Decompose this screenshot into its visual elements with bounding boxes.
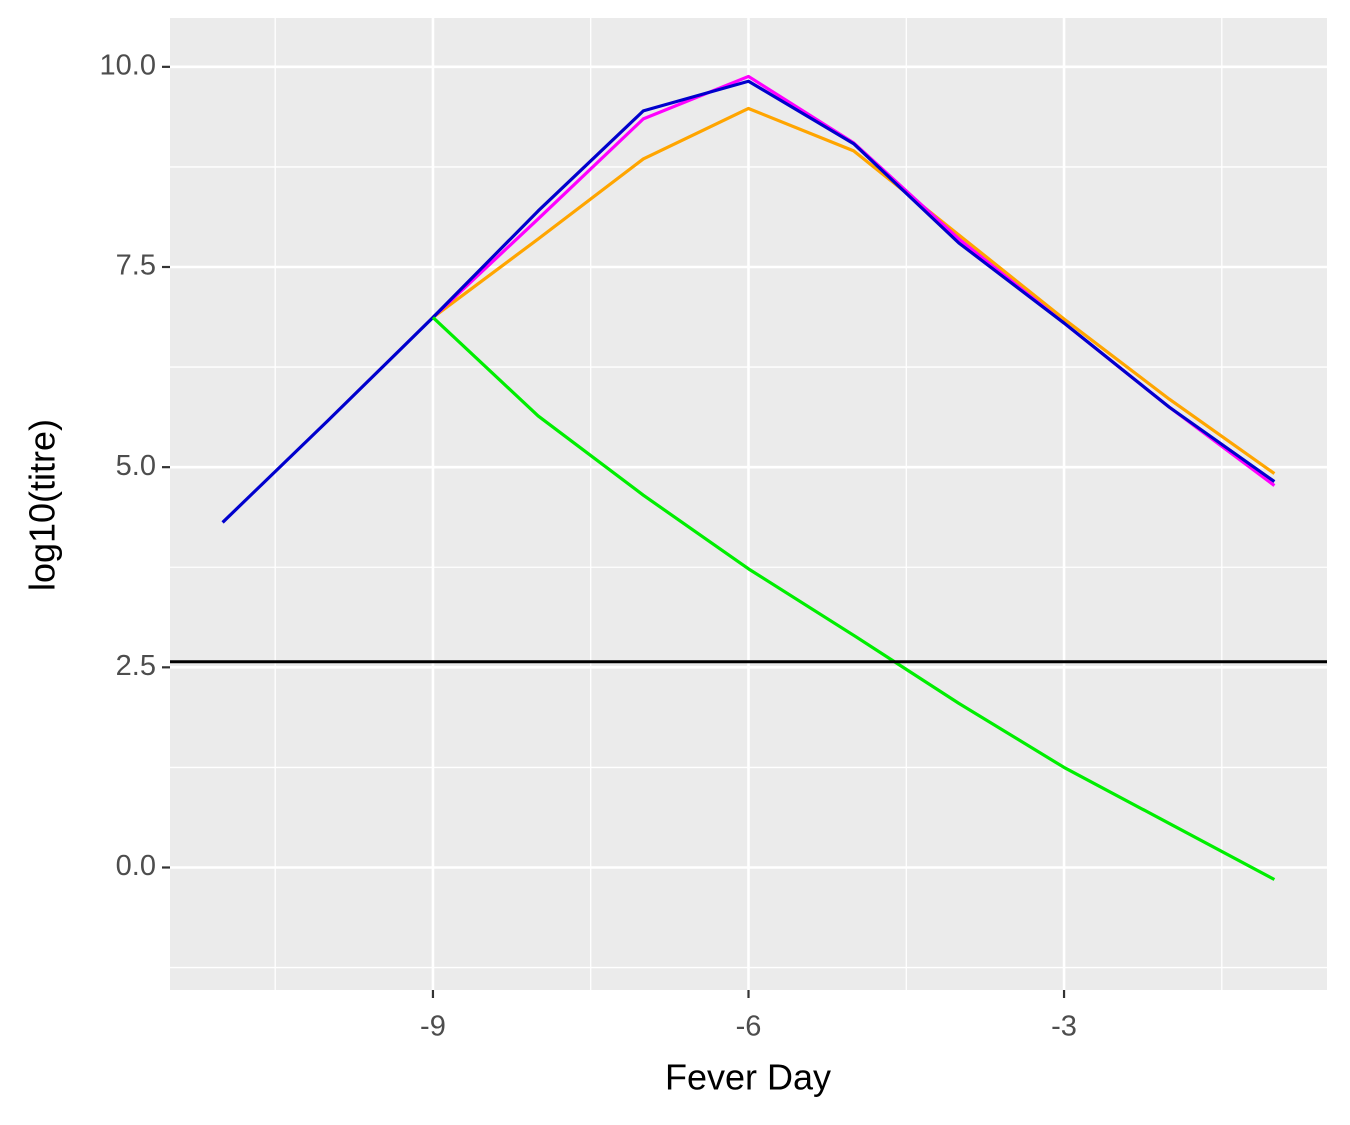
- marks: [170, 74, 1327, 881]
- y-tick-label: 7.5: [116, 250, 156, 282]
- grid: [170, 18, 1327, 990]
- x-axis-title: Fever Day: [665, 1057, 831, 1098]
- y-tick-label: 0.0: [116, 850, 156, 882]
- y-tick-label: 5.0: [116, 450, 156, 482]
- series-line: [221, 79, 1276, 524]
- y-axis-title: log10(titre): [22, 419, 63, 591]
- series-line: [431, 316, 1276, 881]
- x-tick-label: -9: [420, 1011, 446, 1043]
- series-line: [431, 106, 1276, 475]
- y-tick-label: 10.0: [100, 49, 156, 81]
- x-tick-label: -3: [1051, 1011, 1077, 1043]
- x-tick-label: -6: [736, 1011, 762, 1043]
- y-tick-label: 2.5: [116, 650, 156, 682]
